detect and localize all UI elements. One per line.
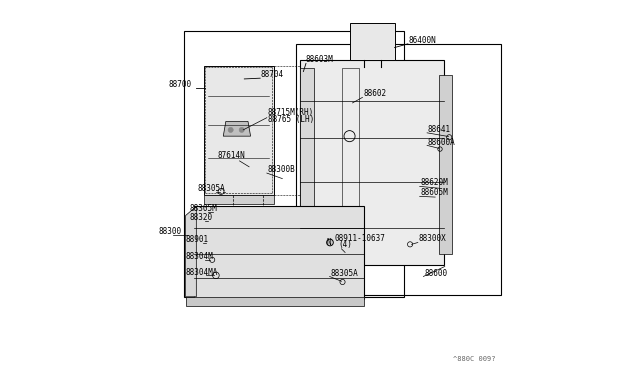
Text: (4): (4)	[339, 240, 353, 249]
Text: 88300: 88300	[158, 227, 181, 236]
Text: 86400N: 86400N	[408, 36, 436, 45]
Polygon shape	[186, 206, 196, 297]
Polygon shape	[186, 297, 364, 306]
Text: 88901: 88901	[186, 235, 209, 244]
Text: 88715M(RH): 88715M(RH)	[268, 108, 314, 117]
Text: 88320: 88320	[189, 213, 212, 222]
Text: 88602: 88602	[364, 89, 387, 98]
Text: 88304MA: 88304MA	[186, 267, 218, 277]
Text: 88300X: 88300X	[419, 234, 447, 243]
Circle shape	[228, 127, 233, 132]
Text: 88641: 88641	[428, 125, 451, 134]
Text: 08911-10637: 08911-10637	[334, 234, 385, 243]
Text: 88600A: 88600A	[428, 138, 456, 147]
Text: 88700: 88700	[168, 80, 192, 89]
Polygon shape	[300, 61, 444, 265]
Polygon shape	[194, 206, 364, 299]
Text: 88300B: 88300B	[268, 165, 295, 174]
Polygon shape	[223, 121, 251, 136]
Text: ^880C 009?: ^880C 009?	[453, 356, 495, 362]
Polygon shape	[204, 66, 274, 195]
Text: N: N	[326, 238, 331, 247]
Polygon shape	[439, 75, 452, 254]
Text: 88620M: 88620M	[420, 178, 448, 187]
Text: 88603M: 88603M	[306, 55, 333, 64]
Text: 88304M: 88304M	[186, 252, 214, 261]
Polygon shape	[350, 23, 395, 60]
FancyBboxPatch shape	[300, 68, 314, 253]
Text: 88305M: 88305M	[189, 204, 218, 213]
Text: 88765 (LH): 88765 (LH)	[268, 115, 314, 125]
Text: 88600: 88600	[424, 269, 447, 278]
Text: 88704: 88704	[260, 70, 284, 79]
Circle shape	[239, 127, 244, 132]
Text: 88305A: 88305A	[197, 184, 225, 193]
Text: 88305A: 88305A	[330, 269, 358, 278]
FancyBboxPatch shape	[204, 195, 274, 205]
Text: 88605M: 88605M	[420, 188, 448, 197]
Text: 87614N: 87614N	[218, 151, 245, 160]
